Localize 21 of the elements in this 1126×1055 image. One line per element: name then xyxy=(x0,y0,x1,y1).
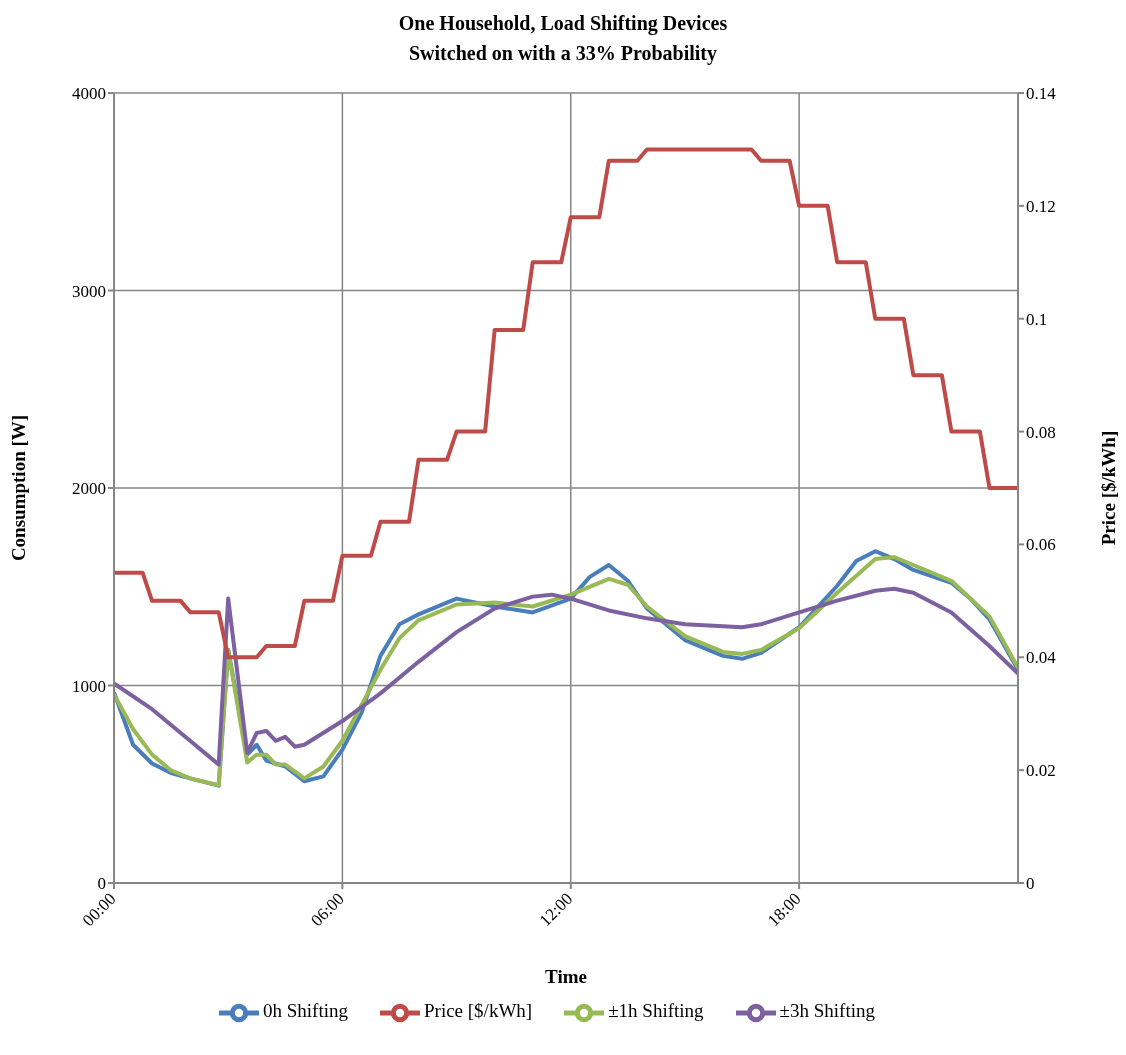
y-tick-label: 1000 xyxy=(72,676,106,696)
legend-label: ±3h Shifting xyxy=(779,1000,875,1022)
y2-tick-label: 0.06 xyxy=(1026,535,1056,555)
legend-label: 0h Shifting xyxy=(263,1000,348,1022)
x-axis-title: Time xyxy=(545,966,587,987)
y-tick-label: 4000 xyxy=(72,84,106,104)
y-tick-label: 0 xyxy=(97,874,106,894)
y2-tick-label: 0.12 xyxy=(1026,196,1056,216)
y-tick-label: 3000 xyxy=(72,281,106,301)
chart-title: One Household, Load Shifting Devices Switched on with a 33% Probability xyxy=(397,11,729,67)
y2-tick-label: 0.14 xyxy=(1026,84,1057,104)
y2-tick-label: 0 xyxy=(1026,874,1035,894)
legend-label: Price [$/kWh] xyxy=(423,1000,533,1022)
y2-axis-title: Price [$/kWh] xyxy=(1097,430,1119,546)
y-tick-label: 2000 xyxy=(72,479,106,499)
y2-tick-label: 0.04 xyxy=(1026,648,1057,668)
y2-tick-label: 0.1 xyxy=(1026,309,1048,329)
legend-label: ±1h Shifting xyxy=(608,1000,704,1022)
y-axis-title: Consumption [W] xyxy=(7,414,29,562)
y2-tick-label: 0.02 xyxy=(1026,761,1056,781)
y2-tick-label: 0.08 xyxy=(1026,422,1056,442)
